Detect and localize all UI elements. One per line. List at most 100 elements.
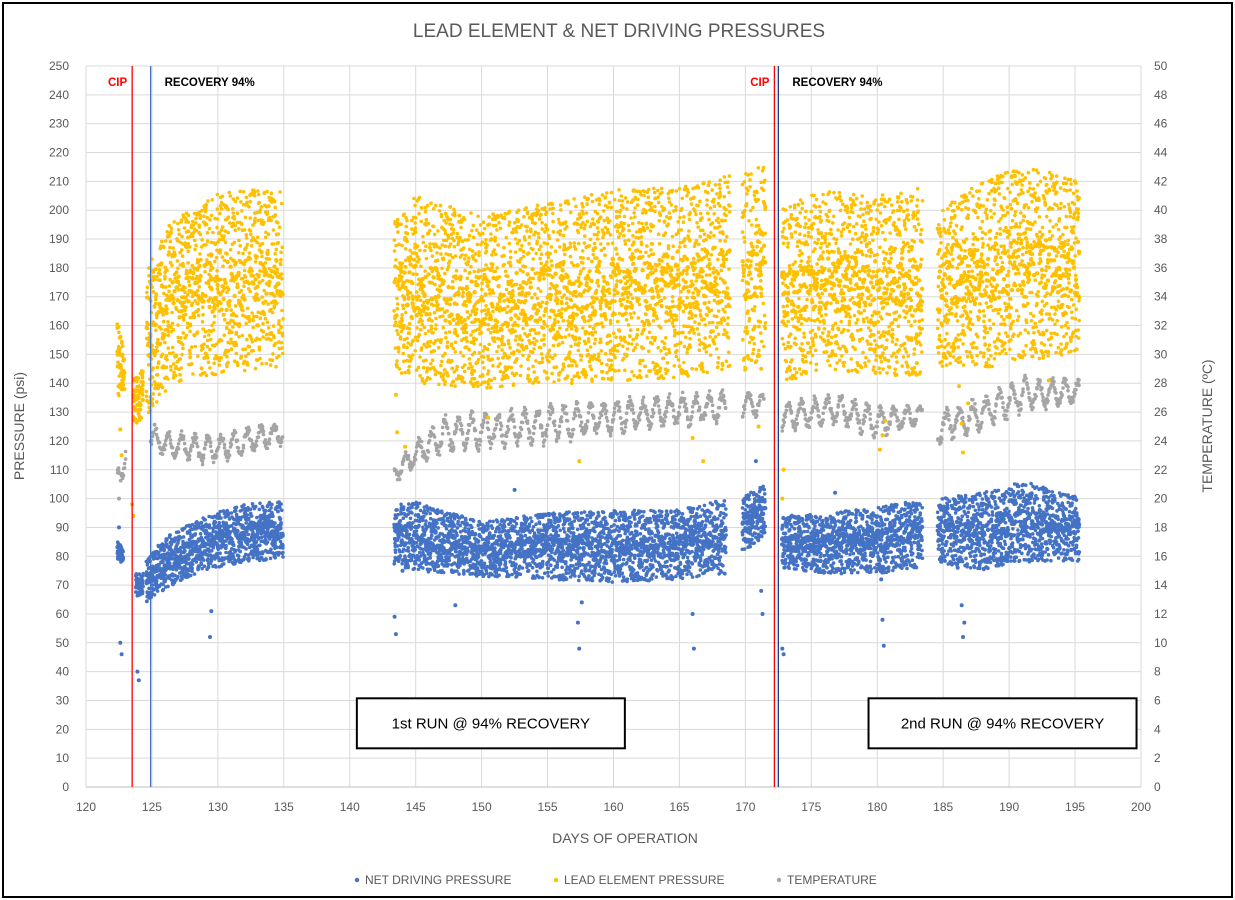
data-point [430,319,434,323]
data-point [538,345,543,350]
data-point [601,230,606,235]
data-point [434,316,438,321]
data-point [476,357,481,362]
data-point [475,282,480,288]
data-point [446,284,451,290]
data-point [517,238,522,243]
data-point [451,379,456,384]
data-point [940,437,944,442]
data-point [258,356,262,361]
data-point [513,329,517,333]
data-point [590,333,595,337]
data-point [601,209,606,213]
data-point [601,325,605,329]
data-point [525,419,530,423]
data-point [255,314,259,319]
data-point [722,401,727,406]
data-point [232,240,237,245]
data-point [416,365,421,370]
data-point [621,226,626,231]
data-point [537,411,542,416]
data-point [582,241,587,245]
data-point [558,265,562,269]
data-point [502,262,506,267]
data-point [615,229,620,234]
data-point [440,243,445,247]
y-tick-label: 210 [49,174,69,188]
data-point [153,301,158,306]
data-point [161,245,166,249]
data-point [631,234,635,238]
data-point [1007,401,1011,406]
data-point [202,214,206,219]
data-point [480,281,484,286]
data-point [920,408,924,413]
data-point [534,359,538,363]
data-point [472,369,477,373]
data-point [447,302,452,307]
data-point [181,437,186,441]
data-point [277,225,282,229]
data-point [164,285,168,289]
data-point [645,244,649,248]
y-tick-label: 250 [49,59,69,73]
data-point [694,390,699,395]
data-point [543,309,548,313]
data-point [595,237,600,241]
data-point [521,347,526,352]
data-point [874,431,878,435]
data-point [488,385,493,390]
data-point [617,329,622,333]
data-point [795,421,800,426]
data-point [622,429,627,434]
data-point [209,449,214,454]
data-point [605,419,610,423]
data-point [406,368,411,373]
data-point [491,262,495,267]
data-point [755,413,759,418]
data-point [212,306,217,311]
data-point [580,326,585,330]
data-point [491,291,496,295]
data-point [453,350,458,354]
data-point [176,266,180,271]
data-point [216,445,221,449]
data-point [603,195,608,199]
data-point [628,334,632,339]
data-point [181,331,186,335]
data-point [260,278,265,283]
data-point [558,203,563,207]
data-point [405,345,409,350]
data-point [405,336,409,341]
data-point [515,439,520,443]
data-point [498,421,503,425]
data-point [453,213,457,218]
data-point [577,375,581,380]
data-point [138,407,143,412]
y2-tick-label: 6 [1154,693,1161,707]
data-point [202,342,206,347]
data-point [212,361,216,366]
data-point [184,271,189,276]
data-point [242,268,247,273]
data-point [600,297,604,302]
data-point [650,289,655,294]
data-point [683,402,688,407]
data-point [399,469,404,473]
data-point [441,314,445,318]
data-point [528,280,533,285]
data-point [278,262,283,267]
data-point [140,393,145,397]
data-point [225,459,230,463]
data-point [171,297,176,302]
data-point [413,348,418,353]
data-point [249,244,254,248]
data-point [510,413,515,417]
data-point [566,427,571,432]
data-point [588,237,593,242]
data-point [627,271,632,276]
data-point [567,333,571,337]
data-point [167,351,172,356]
data-point [524,206,528,210]
